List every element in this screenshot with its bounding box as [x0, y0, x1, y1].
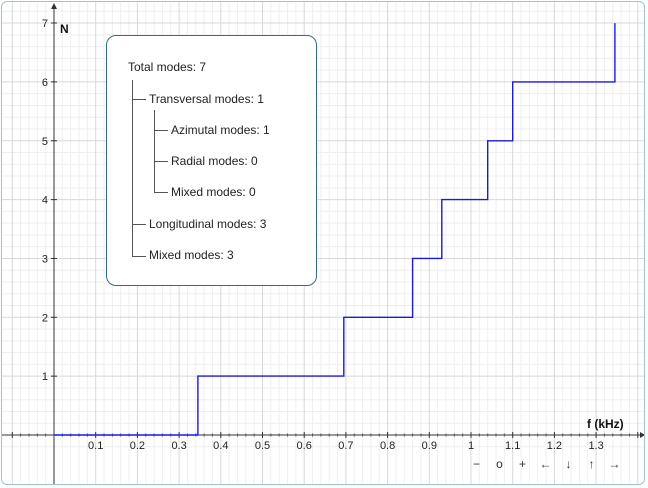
x-tick-label: 1: [468, 440, 474, 452]
x-tick-label: 1.1: [505, 440, 520, 452]
y-tick-label: 7: [42, 18, 48, 30]
longitudinal-modes-label: Longitudinal modes: 3: [149, 217, 267, 231]
pan-down-button[interactable]: ↓: [565, 457, 572, 471]
x-tick-label: 0.1: [88, 440, 103, 452]
x-axis-arrow: [640, 432, 644, 438]
y-tick-label: 4: [42, 195, 48, 207]
y-axis-label: N: [60, 22, 69, 36]
x-tick-label: 0.2: [130, 440, 145, 452]
zoom-out-button[interactable]: −: [472, 457, 480, 471]
y-tick-label: 3: [42, 253, 48, 265]
total-modes-label: Total modes: 7: [128, 60, 207, 74]
x-tick-label: 0.8: [380, 440, 395, 452]
pan-up-button[interactable]: ↑: [588, 457, 595, 471]
y-axis-arrow: [51, 3, 57, 9]
axes: [2, 3, 644, 484]
x-tick-label: 0.7: [338, 440, 353, 452]
mode-summary-box: Total modes: 7 Transversal modes: 1 Azim…: [106, 35, 317, 286]
transversal-modes-label: Transversal modes: 1: [149, 92, 264, 106]
x-axis-label: f (kHz): [587, 417, 624, 431]
tree-line-transversal: [132, 99, 146, 100]
tree-line-main: [132, 80, 133, 257]
x-tick-labels: 0.1 0.2 0.3 0.4 0.5 0.6 0.7 0.8 0.9 1 1.1 1.2 1.3: [88, 440, 604, 452]
x-tick-label: 1.2: [547, 440, 562, 452]
x-tick-label: 0.9: [422, 440, 437, 452]
y-tick-label: 5: [42, 136, 48, 148]
x-tick-label: 0.4: [213, 440, 228, 452]
tree-line-radial: [154, 161, 168, 162]
tree-line-mixed-sub: [154, 192, 168, 193]
x-tick-label: 0.6: [297, 440, 312, 452]
series-group: [54, 23, 616, 436]
mixed-modes-label: Mixed modes: 3: [149, 248, 234, 262]
tree-line-azimutal: [154, 130, 168, 131]
zoom-in-button[interactable]: +: [518, 457, 526, 471]
step-series-line: [54, 23, 616, 436]
mixed-sub-modes-label: Mixed modes: 0: [171, 185, 256, 199]
y-tick-label: 1: [42, 371, 48, 383]
radial-modes-label: Radial modes: 0: [171, 154, 258, 168]
tree-line-mixed: [132, 256, 146, 257]
tree-line-longitudinal: [132, 224, 146, 225]
y-tick-label: 2: [42, 312, 48, 324]
x-tick-label: 0.5: [255, 440, 270, 452]
y-tick-label: 6: [42, 77, 48, 89]
navigation-controls: − o + ← ↓ ↑ →: [465, 456, 626, 472]
x-tick-label: 1.3: [588, 440, 603, 452]
reset-view-button[interactable]: o: [496, 457, 503, 471]
x-tick-label: 0.3: [171, 440, 186, 452]
pan-right-button[interactable]: →: [608, 457, 621, 471]
pan-left-button[interactable]: ←: [539, 457, 552, 471]
y-tick-labels: 1 2 3 4 5 6 7: [42, 18, 48, 383]
tree-line-sub: [154, 110, 155, 192]
azimutal-modes-label: Azimutal modes: 1: [171, 123, 270, 137]
